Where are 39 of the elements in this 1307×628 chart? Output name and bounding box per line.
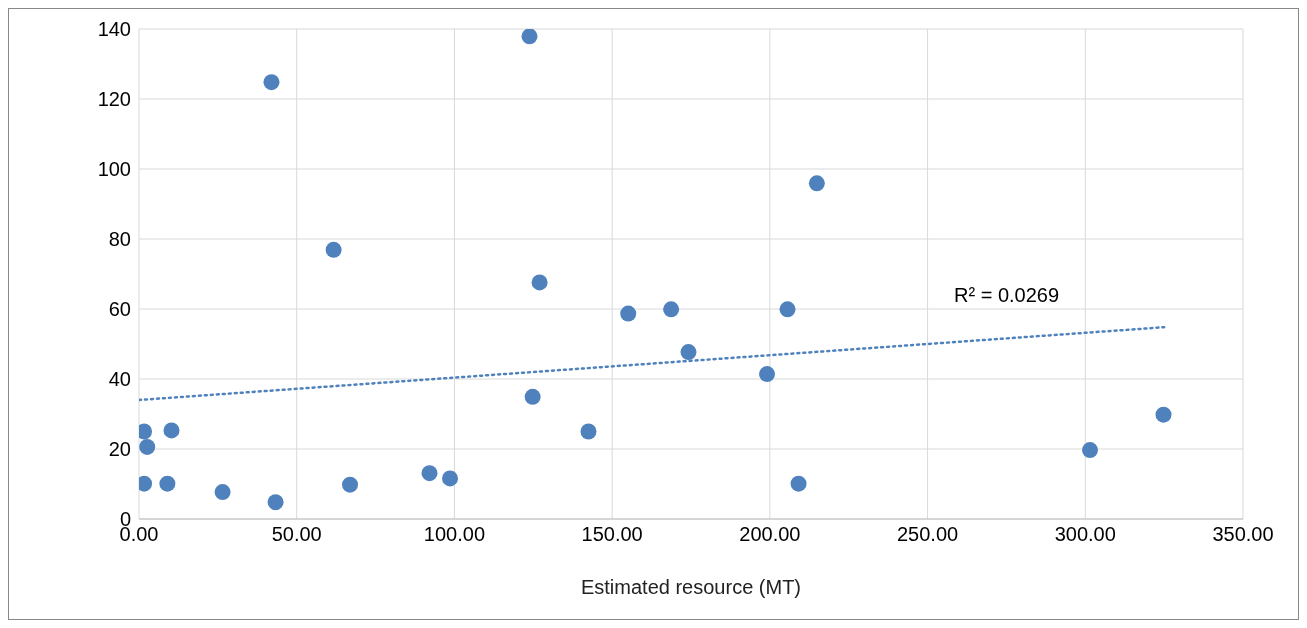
point [779,301,796,318]
y-tick-label: 100 [97,158,131,181]
annotation: R² = 0.0269 [954,284,1060,307]
x-tick-label: 50.00 [271,523,322,546]
point [808,175,825,192]
point [1082,442,1099,459]
point [214,484,231,501]
y-tick-label: 120 [97,88,131,111]
y-tick-label: 60 [108,298,131,321]
y-tick-label: 40 [108,368,131,391]
y-tick-label: 20 [108,438,131,461]
point [442,470,459,487]
x-tick-label: 300.00 [1054,523,1116,546]
y-tick-label: 80 [108,228,131,251]
point [663,301,680,318]
point [521,29,538,45]
point [159,475,176,492]
point [680,344,697,361]
point [325,241,342,258]
x-tick-label: 250.00 [896,523,959,546]
point [524,388,541,405]
point [790,475,807,492]
point [620,305,637,322]
x-tick-label: 350.00 [1212,523,1274,546]
x-axis-title: Estimated resource (MT) [580,576,802,598]
x-tick-label: 200.00 [739,523,801,546]
point [531,274,548,291]
point [163,422,180,439]
y-tick-label: 140 [97,18,131,41]
point [263,74,280,91]
point [1155,406,1172,423]
point [421,465,438,482]
point [139,438,156,455]
point [580,423,597,440]
x-tick-label: 100.00 [423,523,486,546]
x-tick-label: 150.00 [581,523,643,546]
point [759,366,776,383]
point [342,476,359,493]
point [267,494,284,511]
